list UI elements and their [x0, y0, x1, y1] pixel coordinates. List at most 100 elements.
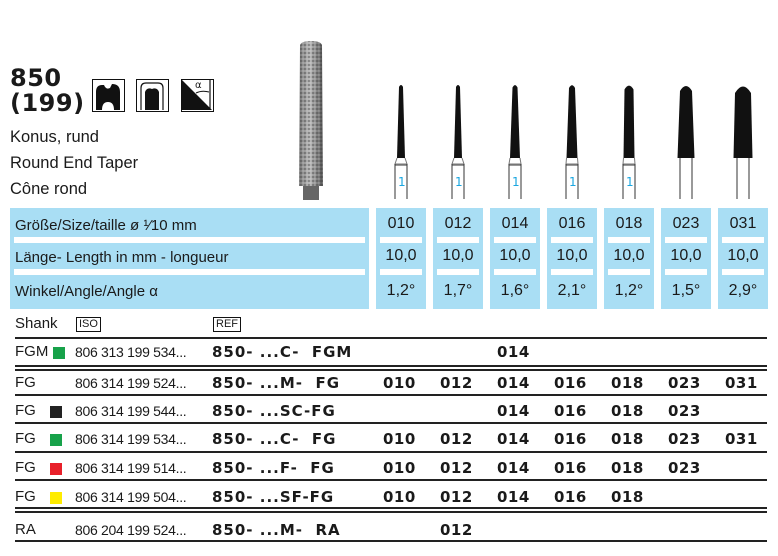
iso-number: 806 314 199 544...	[75, 403, 187, 419]
shank-mark: 1	[512, 175, 520, 189]
shank-type: FG	[15, 488, 36, 505]
separator	[551, 237, 593, 243]
size-available: 014	[497, 402, 530, 420]
bur-drawing: 1	[443, 84, 473, 203]
table-rule	[15, 394, 767, 396]
angle-symbol: α	[195, 80, 202, 91]
grit-color-square	[50, 434, 62, 446]
size-value: 016	[558, 215, 586, 232]
table-rule	[15, 511, 767, 513]
size-value: 031	[729, 215, 757, 232]
size-value: 012	[444, 215, 472, 232]
size-available: 016	[554, 459, 587, 477]
iso-number: 806 314 199 524...	[75, 375, 187, 391]
size-available: 010	[383, 430, 416, 448]
angle-value: 2,9°	[728, 282, 758, 299]
shank-type: FG	[15, 430, 36, 447]
size-available: 031	[725, 430, 758, 448]
shank-type: FG	[15, 402, 36, 419]
table-rule	[15, 507, 767, 509]
spec-column-012: 012 10,0 1,7°	[433, 208, 483, 309]
ref-code: 850- ...C- FGM	[212, 343, 353, 361]
shank-type: FG	[15, 459, 36, 476]
separator	[14, 269, 365, 275]
spec-column-016: 016 10,0 2,1°	[547, 208, 597, 309]
angle-value: 1,7°	[443, 282, 473, 299]
size-available: 018	[611, 430, 644, 448]
shank-mark: 1	[569, 175, 577, 189]
table-rule	[15, 540, 767, 542]
ref-header: REF	[213, 317, 241, 332]
length-value: 10,0	[727, 247, 759, 264]
table-rule	[15, 479, 767, 481]
separator	[608, 269, 650, 275]
angle-label: Winkel/Angle/Angle α	[15, 283, 158, 300]
size-value: 023	[672, 215, 700, 232]
iso-number: 806 314 199 534...	[75, 431, 187, 447]
spec-column-010: 010 10,0 1,2°	[376, 208, 426, 309]
angle-value: 1,2°	[386, 282, 416, 299]
product-number: 850	[10, 64, 62, 92]
size-value: 010	[387, 215, 415, 232]
size-available: 031	[725, 374, 758, 392]
size-available: 023	[668, 459, 701, 477]
iso-number: 806 204 199 524...	[75, 522, 187, 538]
size-available: 014	[497, 459, 530, 477]
angle-value: 1,2°	[614, 282, 644, 299]
ref-code: 850- ...SF-FG	[212, 488, 335, 506]
ref-code: 850- ...SC-FG	[212, 402, 336, 420]
size-available: 010	[383, 459, 416, 477]
shank-mark: 1	[455, 175, 463, 189]
shank-mark: 1	[626, 175, 634, 189]
table-rule	[15, 451, 767, 453]
length-value: 10,0	[670, 247, 702, 264]
ref-code: 850- ...F- FG	[212, 459, 335, 477]
shank-header: Shank	[15, 315, 58, 332]
size-available: 018	[611, 488, 644, 506]
bur-drawing	[728, 84, 758, 203]
table-rule	[15, 422, 767, 424]
separator	[380, 269, 422, 275]
separator	[14, 237, 365, 243]
length-label: Länge- Length in mm - longueur	[15, 249, 229, 266]
size-available: 018	[611, 402, 644, 420]
shank-type: RA	[15, 521, 36, 538]
length-value: 10,0	[556, 247, 588, 264]
size-available: 023	[668, 374, 701, 392]
size-available: 010	[383, 488, 416, 506]
size-available: 018	[611, 374, 644, 392]
grit-color-square	[53, 347, 65, 359]
separator	[551, 269, 593, 275]
size-available: 016	[554, 374, 587, 392]
separator	[380, 237, 422, 243]
size-available: 014	[497, 430, 530, 448]
angle-value: 1,6°	[500, 282, 530, 299]
size-available: 014	[497, 343, 530, 361]
shank-mark: 1	[398, 175, 406, 189]
length-value: 10,0	[499, 247, 531, 264]
separator	[437, 269, 479, 275]
size-available: 010	[383, 374, 416, 392]
shank-type: FGM	[15, 343, 49, 360]
length-value: 10,0	[442, 247, 474, 264]
ref-code: 850- ...C- FG	[212, 430, 337, 448]
separator	[722, 237, 764, 243]
taper-angle-icon: α	[181, 79, 214, 112]
separator	[437, 237, 479, 243]
bridge-prep-icon	[136, 79, 169, 112]
name-fr: Cône rond	[10, 180, 88, 198]
table-rule	[15, 337, 767, 339]
size-available: 014	[497, 374, 530, 392]
angle-value: 1,5°	[671, 282, 701, 299]
grit-color-square	[50, 406, 62, 418]
product-names: Konus, rund Round End Taper Cône rond	[10, 124, 138, 202]
separator	[722, 269, 764, 275]
ref-code: 850- ...M- RA	[212, 521, 341, 539]
grit-color-square	[50, 492, 62, 504]
size-available: 012	[440, 488, 473, 506]
size-available: 018	[611, 459, 644, 477]
size-available: 016	[554, 430, 587, 448]
size-available: 023	[668, 402, 701, 420]
bur-drawing: 1	[557, 84, 587, 203]
iso-number: 806 314 199 504...	[75, 489, 187, 505]
